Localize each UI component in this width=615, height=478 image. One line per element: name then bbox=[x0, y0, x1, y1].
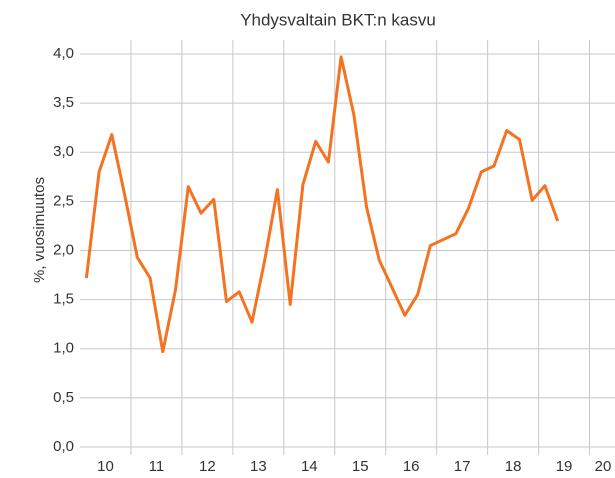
y-tick-label: 3,5 bbox=[53, 94, 74, 111]
y-tick-label: 4,0 bbox=[53, 45, 74, 62]
x-tick-label: 14 bbox=[301, 458, 318, 475]
x-tick-label: 17 bbox=[454, 458, 471, 475]
y-tick-label: 1,0 bbox=[53, 340, 74, 357]
x-tick-label: 10 bbox=[97, 458, 114, 475]
y-tick-label: 2,0 bbox=[53, 241, 74, 258]
y-tick-label: 3,0 bbox=[53, 143, 74, 160]
chart-title: Yhdysvaltain BKT:n kasvu bbox=[240, 10, 436, 29]
y-tick-label: 1,5 bbox=[53, 291, 74, 308]
data-line bbox=[84, 55, 560, 354]
y-tick-label: 0,5 bbox=[53, 389, 74, 406]
x-tick-label: 13 bbox=[250, 458, 267, 475]
x-tick-label: 15 bbox=[352, 458, 369, 475]
x-tick-label: 18 bbox=[505, 458, 522, 475]
x-tick-label: 16 bbox=[403, 458, 420, 475]
y-tick-label: 2,5 bbox=[53, 192, 74, 209]
x-tick-label: 19 bbox=[556, 458, 573, 475]
y-axis-label: %, vuosimuutos bbox=[31, 177, 48, 283]
y-tick-label: 0,0 bbox=[53, 438, 74, 455]
x-tick-label: 20 bbox=[595, 458, 612, 475]
x-tick-label: 11 bbox=[149, 458, 165, 475]
x-tick-label: 12 bbox=[199, 458, 216, 475]
